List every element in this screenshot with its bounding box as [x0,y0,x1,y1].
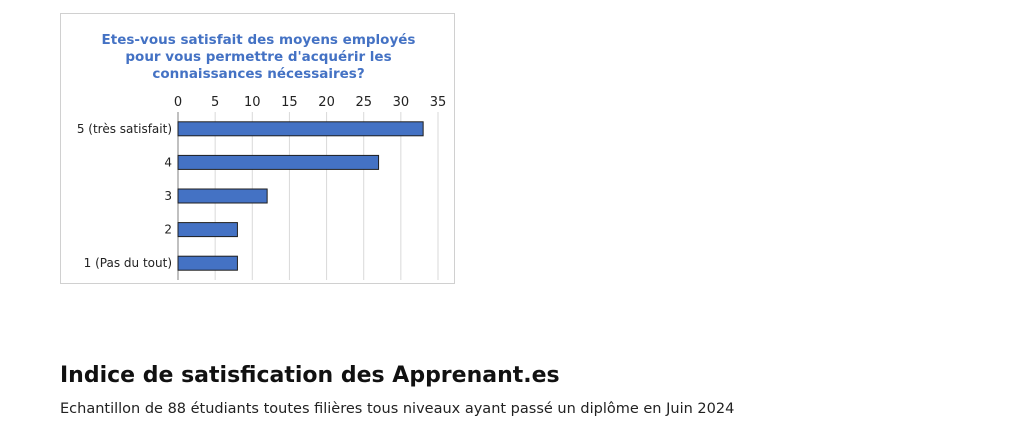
category-label: 4 [164,155,172,169]
x-tick-label: 10 [244,95,261,110]
category-label: 2 [164,223,172,237]
category-label: 1 (Pas du tout) [84,256,172,270]
x-tick-label: 25 [355,95,372,110]
bar [177,154,380,170]
page-heading: Indice de satisfication des Apprenant.es [60,363,560,388]
chart-title: Etes-vous satisfait des moyens employés … [101,32,416,82]
x-tick-label: 20 [318,95,335,110]
bar [177,121,424,137]
x-tick-label: 0 [174,95,182,110]
x-tick-label: 15 [281,95,298,110]
category-label: 3 [164,189,172,203]
page-subtitle: Echantillon de 88 étudiants toutes filiè… [60,401,735,417]
chart-panel: Etes-vous satisfait des moyens employés … [60,13,455,284]
bar-chart: 0 5 10 15 20 25 30 35 5 (très satisfait) 4 3 2 1 (Pa… [77,95,447,280]
bar [177,255,238,271]
x-tick-label: 5 [211,95,219,110]
category-label: 5 (très satisfait) [77,122,172,136]
bar [177,188,268,204]
bar [177,222,238,238]
x-tick-label: 30 [393,95,410,110]
x-tick-label: 35 [430,95,447,110]
